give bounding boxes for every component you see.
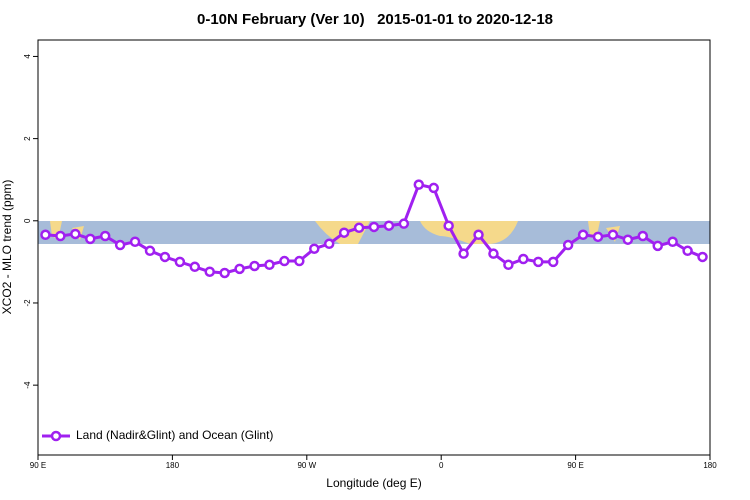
data-point (70, 228, 81, 240)
data-point (144, 245, 156, 257)
data-point (667, 236, 678, 247)
data-point (697, 251, 708, 263)
data-point (413, 179, 425, 190)
x-tick-label: 180 (703, 461, 717, 470)
legend-marker (50, 430, 62, 442)
data-point (398, 218, 410, 229)
data-point (114, 239, 126, 251)
data-point (85, 233, 96, 245)
data-point (682, 245, 693, 257)
data-point (533, 256, 544, 268)
data-point (129, 236, 141, 247)
data-point (189, 261, 201, 273)
data-point (592, 231, 604, 243)
data-point (607, 229, 619, 241)
data-point (503, 259, 514, 271)
data-point (383, 220, 395, 231)
data-point (309, 243, 320, 254)
x-tick-label: 180 (166, 461, 180, 470)
data-point (55, 230, 66, 242)
data-point (338, 227, 350, 238)
x-tick-label: 90 E (567, 461, 583, 470)
data-point (518, 253, 529, 265)
data-point (443, 220, 454, 231)
map-ocean (38, 221, 710, 244)
data-point (174, 256, 186, 268)
data-point (562, 239, 574, 251)
data-point (577, 229, 589, 241)
data-point (323, 238, 335, 250)
data-point (264, 259, 275, 271)
data-point (294, 255, 305, 267)
x-tick-label: 0 (439, 461, 444, 470)
data-point (234, 263, 245, 275)
data-point (458, 248, 469, 259)
data-point (622, 234, 634, 245)
x-tick-label: 90 W (297, 461, 316, 470)
y-tick-label: -2 (23, 299, 32, 307)
x-axis-label: Longitude (deg E) (326, 476, 421, 490)
y-tick-label: 4 (23, 54, 32, 59)
data-point (428, 182, 439, 194)
y-tick-label: 0 (23, 218, 32, 223)
y-tick-label: -4 (23, 381, 32, 389)
data-point (204, 266, 215, 277)
y-tick-label: 2 (23, 136, 32, 141)
data-point (637, 230, 649, 242)
data-point (488, 248, 499, 259)
data-point (219, 267, 230, 279)
data-point (473, 229, 484, 241)
data-point (652, 240, 663, 252)
x-tick-label: 90 E (30, 461, 46, 470)
y-axis-label: XCO2 - MLO trend (ppm) (0, 180, 14, 315)
data-point (368, 221, 380, 233)
chart-title: 0-10N February (Ver 10) 2015-01-01 to 20… (197, 11, 553, 28)
data-point (99, 230, 111, 242)
data-point (40, 229, 51, 241)
data-point (353, 222, 365, 234)
data-point (249, 260, 260, 272)
legend-label: Land (Nadir&Glint) and Ocean (Glint) (76, 428, 273, 442)
data-point (279, 255, 290, 267)
plot-frame (37, 39, 711, 456)
data-point (159, 251, 171, 263)
data-point (547, 256, 559, 268)
